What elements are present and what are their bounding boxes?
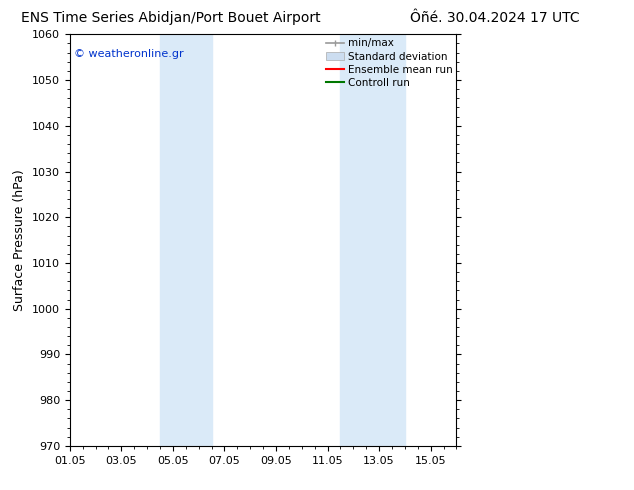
- Y-axis label: Surface Pressure (hPa): Surface Pressure (hPa): [13, 169, 27, 311]
- Text: ENS Time Series Abidjan/Port Bouet Airport: ENS Time Series Abidjan/Port Bouet Airpo…: [22, 11, 321, 25]
- Bar: [340, 34, 405, 446]
- Text: Ôñé. 30.04.2024 17 UTC: Ôñé. 30.04.2024 17 UTC: [410, 11, 579, 25]
- Text: © weatheronline.gr: © weatheronline.gr: [74, 49, 183, 59]
- Legend: min/max, Standard deviation, Ensemble mean run, Controll run: min/max, Standard deviation, Ensemble me…: [321, 34, 456, 92]
- Bar: [160, 34, 212, 446]
